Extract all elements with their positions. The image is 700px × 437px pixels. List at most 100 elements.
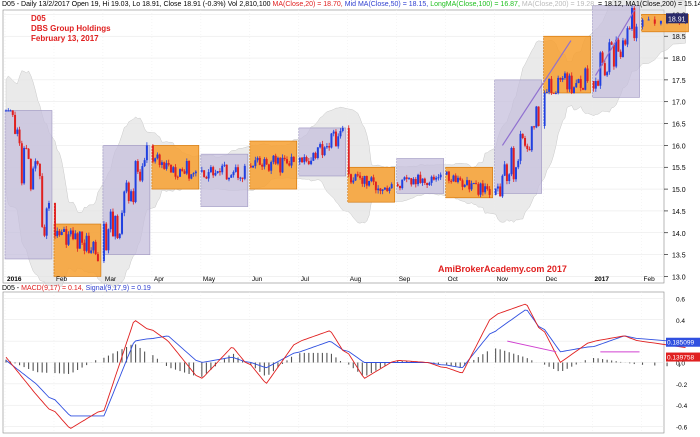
- candle-body-65: [163, 162, 166, 169]
- candle-body-16: [41, 176, 44, 227]
- candle-body-54: [134, 161, 137, 203]
- candle-body-29: [74, 233, 77, 240]
- x-tick-label-4: May: [203, 276, 216, 283]
- candle-body-196: [481, 183, 484, 193]
- candle-body-53: [132, 191, 135, 203]
- candle-body-21: [56, 230, 59, 237]
- candle-body-190: [468, 180, 471, 190]
- candle-body-186: [459, 177, 462, 181]
- candle-body-177: [435, 177, 438, 180]
- candle-body-134: [330, 133, 333, 148]
- candle-body-44: [111, 211, 114, 237]
- candle-body-99: [243, 165, 246, 179]
- candle-body-187: [461, 180, 464, 187]
- candle-body-92: [227, 177, 230, 180]
- candle-body-115: [283, 157, 286, 160]
- candle-body-225: [554, 92, 557, 94]
- candle-body-76: [188, 160, 191, 179]
- candle-body-240: [592, 81, 595, 89]
- candle-body-31: [78, 231, 81, 249]
- candle-body-232: [570, 75, 573, 93]
- candle-body-147: [363, 176, 366, 184]
- candle-body-210: [517, 160, 520, 168]
- candle-body-155: [381, 189, 384, 191]
- x-tick-label-12: 2017: [595, 276, 610, 283]
- candle-body-156: [383, 187, 386, 190]
- candle-body-122: [303, 157, 306, 163]
- candle-body-209: [514, 167, 517, 180]
- candle-body-239: [586, 68, 589, 82]
- candle-body-252: [619, 51, 622, 57]
- candle-body-248: [610, 42, 613, 45]
- candle-body-194: [477, 184, 480, 195]
- candle-body-24: [63, 229, 66, 232]
- candle-body-203: [501, 175, 504, 197]
- candle-body-258: [633, 8, 636, 39]
- candle-body-43: [109, 211, 112, 230]
- candle-body-7: [20, 143, 23, 184]
- candle-body-62: [156, 154, 159, 159]
- candle-body-235: [577, 79, 580, 84]
- macd-value-marker: [666, 352, 700, 362]
- candle-body-89: [221, 165, 224, 173]
- candle-body-221: [545, 91, 548, 93]
- candle-body-84: [209, 167, 212, 173]
- candle-body-100: [249, 165, 252, 168]
- candle-body-40: [102, 223, 105, 262]
- candle-body-116: [285, 159, 288, 164]
- macd-value-text: 0.139758: [667, 355, 694, 362]
- candle-body-150: [370, 177, 373, 182]
- candle-body-176: [432, 176, 435, 180]
- candle-body-88: [218, 171, 221, 173]
- candle-body-198: [486, 186, 489, 190]
- candle-body-254: [624, 40, 627, 45]
- price-tick-label-10: 18.0: [672, 56, 686, 63]
- macd-panel-header: D05 - MACD(9,17) = 0.14, Signal(9,17,9) = …: [2, 285, 153, 292]
- candle-body-6: [18, 129, 21, 144]
- x-tick-label-13: Feb: [644, 276, 656, 283]
- price-panel-header: D05 - Daily 13/2/2017 Open 19, Hi 19.03,…: [2, 1, 700, 8]
- candle-body-32: [81, 231, 84, 243]
- candle-body-22: [58, 230, 61, 236]
- candle-body-129: [319, 144, 322, 148]
- candle-body-224: [552, 92, 555, 94]
- company-name: DBS Group Holdings: [31, 24, 111, 33]
- candle-body-141: [350, 174, 353, 183]
- candle-body-52: [130, 191, 133, 202]
- trendline-1: [501, 40, 572, 146]
- candle-body-167: [412, 179, 415, 185]
- candle-body-159: [390, 184, 393, 189]
- candle-body-49: [123, 191, 126, 213]
- macd-tick-label-2: -0.2: [676, 382, 688, 389]
- candle-body-179: [439, 174, 442, 178]
- candle-body-117: [288, 163, 291, 166]
- candle-body-69: [172, 167, 175, 173]
- candle-body-59: [145, 145, 148, 161]
- candle-body-103: [256, 157, 259, 161]
- candle-body-81: [203, 170, 206, 177]
- header-part-3: LongMA(Close,100) = 16.87,: [430, 1, 520, 8]
- candle-body-165: [408, 178, 411, 180]
- candle-body-136: [334, 131, 337, 147]
- candle-body-14: [36, 161, 39, 165]
- candle-body-204: [503, 164, 506, 176]
- candle-body-238: [584, 68, 587, 90]
- candle-body-249: [612, 44, 615, 67]
- candle-body-41: [105, 223, 108, 251]
- candle-body-95: [234, 167, 237, 172]
- candle-body-42: [107, 229, 110, 251]
- candle-body-109: [270, 161, 273, 171]
- candle-body-256: [628, 28, 631, 30]
- candle-body-61: [154, 158, 157, 162]
- x-tick-label-11: Dec: [546, 276, 558, 283]
- candle-body-213: [524, 137, 527, 146]
- candle-body-132: [325, 146, 328, 148]
- candle-body-101: [252, 165, 255, 168]
- candle-body-189: [466, 180, 469, 185]
- candle-body-125: [310, 160, 313, 165]
- candle-body-37: [92, 241, 95, 251]
- candle-body-39: [96, 254, 99, 262]
- candle-body-30: [76, 233, 79, 249]
- candle-body-181: [447, 171, 450, 181]
